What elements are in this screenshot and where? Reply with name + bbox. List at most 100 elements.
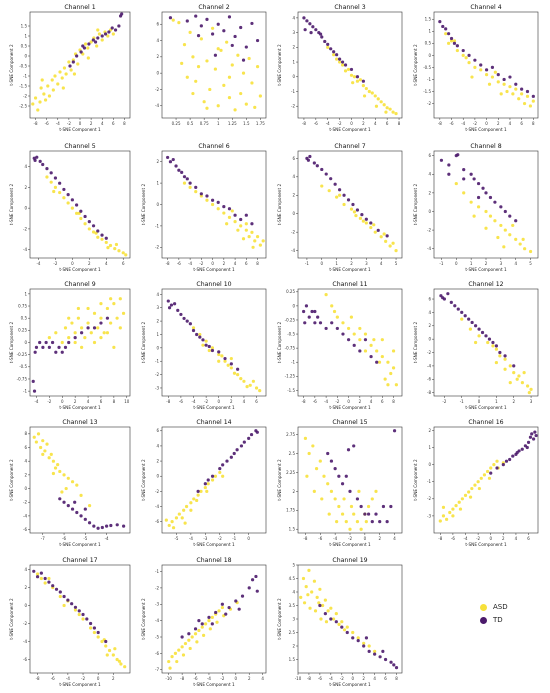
point-asd [362,641,366,645]
point-td [381,504,386,509]
point-asd [213,474,218,478]
point-asd [187,638,191,642]
point-td [62,500,66,504]
point-td [504,459,509,463]
y-tick-label: -6 [155,519,159,524]
point-asd [190,635,194,639]
y-tick-label: 0.75 [18,303,27,308]
point-td [67,340,71,345]
point-td [47,580,51,584]
point-asd [53,185,58,189]
point-asd [183,641,188,646]
point-td [174,164,178,168]
point-td [176,308,180,312]
point-asd [253,105,257,109]
y-tick-label: 0 [428,462,431,467]
point-asd [239,377,243,381]
point-td [378,520,382,524]
y-tick-label: 6 [428,153,431,158]
point-asd [484,209,488,214]
x-tick-label: 1 [495,399,498,404]
point-asd [54,331,58,335]
x-tick-label: 0 [364,536,367,541]
point-td [303,321,307,325]
point-asd [517,97,521,101]
y-axis-label: t-SNE Component 2 [141,322,146,364]
x-tick-label: -10 [165,676,172,681]
point-td [197,619,201,623]
y-tick-label: -5 [155,634,159,639]
point-asd [121,251,125,255]
point-td [45,167,49,171]
x-axis-label: t-SNE Component 1 [465,405,507,410]
point-td [352,444,356,448]
point-td [381,649,385,654]
x-tick-label: 0 [351,676,354,681]
x-tick-label: 5 [395,261,398,266]
point-asd [496,80,500,84]
point-td [244,213,248,217]
point-asd [363,349,368,353]
point-td [70,602,74,606]
point-asd [89,626,93,630]
x-axis-label: t-SNE Component 1 [329,267,371,272]
point-asd [244,222,248,226]
point-td [60,350,64,354]
point-asd [105,306,110,311]
y-tick-label: -2 [155,372,159,377]
point-asd [529,387,533,391]
point-td [193,627,198,631]
point-asd [369,225,373,230]
point-asd [386,360,390,364]
point-asd [242,379,246,383]
point-asd [492,463,496,467]
point-asd [196,493,200,497]
point-asd [499,92,503,96]
x-tick-label: 2 [362,121,365,126]
point-asd [384,239,388,243]
point-asd [341,321,345,325]
point-td [302,16,306,20]
point-asd [523,247,527,251]
point-td [359,504,363,509]
point-asd [223,359,227,363]
point-td [461,48,465,53]
point-td [247,586,251,590]
point-td [320,167,324,172]
point-td [446,292,450,296]
point-td [32,569,36,573]
point-td [369,221,373,225]
x-tick-label: 1 [470,261,473,266]
y-tick-label: -4 [23,247,27,252]
y-tick-label: -4 [155,103,159,108]
panel-title: Channel 11 [332,281,367,288]
point-asd [374,489,378,493]
point-asd [355,520,360,524]
point-asd [35,572,40,576]
point-asd [245,385,249,389]
point-asd [217,609,221,613]
point-td [342,193,346,197]
point-asd [47,94,52,98]
point-asd [352,512,356,516]
panel-title: Channel 1 [64,4,95,11]
point-asd [49,452,53,456]
x-tick-label: 4 [87,399,90,404]
point-asd [318,459,322,463]
point-td [107,30,111,34]
point-td [188,181,192,185]
y-tick-label: -6 [155,651,159,656]
point-asd [170,655,174,659]
point-asd [185,75,189,79]
point-asd [89,40,93,44]
x-tick-label: 2 [485,261,488,266]
point-asd [330,304,334,308]
point-td [367,649,371,654]
point-td [244,45,248,49]
y-tick-label: -1 [427,479,431,484]
point-td [77,609,81,613]
y-tick-label: 0 [292,74,295,79]
point-td [487,337,492,341]
point-td [444,27,448,31]
